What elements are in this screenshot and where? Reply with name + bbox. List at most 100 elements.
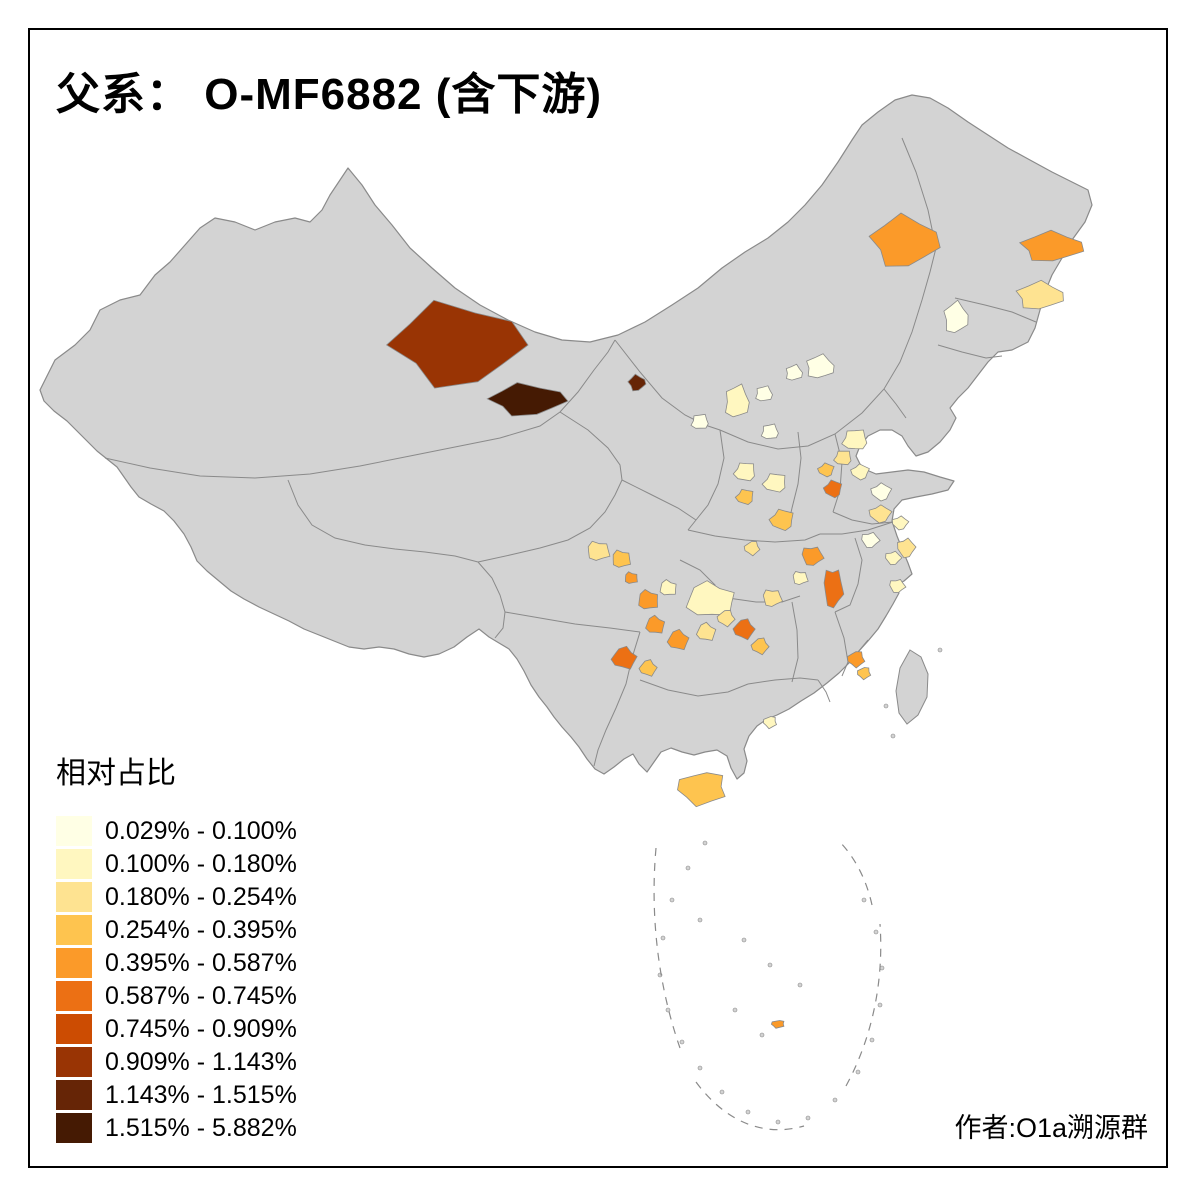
islands bbox=[895, 649, 929, 725]
map-region-12 bbox=[760, 423, 779, 439]
map-region-49 bbox=[846, 651, 866, 669]
map-region-15 bbox=[833, 450, 852, 466]
dash-segment bbox=[653, 847, 681, 1049]
map-region-43 bbox=[610, 645, 638, 670]
map-region-36 bbox=[624, 571, 638, 584]
legend-swatch bbox=[56, 948, 92, 978]
map-region-33 bbox=[792, 571, 809, 586]
map-region-38 bbox=[659, 579, 677, 596]
map-region-32 bbox=[762, 589, 784, 607]
map-region-23 bbox=[870, 482, 893, 502]
legend-swatch bbox=[56, 1014, 92, 1044]
map-region-46 bbox=[750, 637, 770, 656]
legend-row-4: 0.254% - 0.395% bbox=[56, 915, 297, 945]
legend-label: 0.100% - 0.180% bbox=[105, 849, 297, 878]
legend-rows: 0.029% - 0.100% 0.100% - 0.180% 0.180% - 0… bbox=[56, 816, 297, 1143]
map-region-16 bbox=[732, 462, 755, 482]
map-region-34 bbox=[587, 540, 611, 561]
sea-islet bbox=[805, 1115, 811, 1121]
legend-swatch bbox=[56, 882, 92, 912]
china-mainland bbox=[39, 94, 1093, 780]
map-region-53 bbox=[770, 1020, 785, 1029]
province-boundary-line bbox=[820, 521, 894, 535]
sea-islet bbox=[877, 1002, 883, 1008]
map-region-1 bbox=[385, 299, 529, 389]
map-region-20 bbox=[822, 479, 843, 499]
sea-islet bbox=[732, 1007, 738, 1013]
sea-islands bbox=[657, 647, 943, 1125]
taiwan-island bbox=[895, 649, 929, 725]
legend-row-9: 1.143% - 1.515% bbox=[56, 1080, 297, 1110]
sea-islet bbox=[855, 1069, 861, 1075]
legend-swatch bbox=[56, 1080, 92, 1110]
map-region-37 bbox=[638, 588, 658, 610]
province-boundary-line bbox=[832, 433, 843, 513]
province-boundary-line bbox=[477, 561, 506, 639]
province-boundary-line bbox=[747, 677, 819, 685]
map-title: 父系： O-MF6882 (含下游) bbox=[56, 70, 603, 119]
sea-islet bbox=[697, 917, 703, 923]
sea-islet bbox=[741, 937, 747, 943]
legend-label: 1.143% - 1.515% bbox=[105, 1080, 297, 1109]
map-region-28 bbox=[861, 531, 881, 548]
legend: 相对占比 0.029% - 0.100% 0.100% - 0.180% 0.180… bbox=[56, 748, 297, 1146]
map-region-50 bbox=[857, 667, 872, 681]
legend-row-5: 0.395% - 0.587% bbox=[56, 948, 297, 978]
legend-row-1: 0.029% - 0.100% bbox=[56, 816, 297, 846]
map-region-35 bbox=[612, 549, 631, 568]
sea-islet bbox=[797, 982, 803, 988]
map-region-7 bbox=[943, 299, 969, 334]
legend-row-7: 0.745% - 0.909% bbox=[56, 1014, 297, 1044]
map-region-25 bbox=[891, 515, 910, 531]
map-region-17 bbox=[761, 473, 786, 493]
map-region-51 bbox=[763, 716, 778, 730]
sea-islet bbox=[937, 647, 943, 653]
dash-segment bbox=[695, 1081, 805, 1131]
province-boundary-line bbox=[504, 611, 641, 633]
province-boundary-line bbox=[832, 511, 894, 525]
province-boundary-line bbox=[559, 411, 623, 481]
legend-row-2: 0.100% - 0.180% bbox=[56, 849, 297, 879]
map-region-10 bbox=[725, 383, 750, 418]
province-boundary-line bbox=[834, 537, 863, 613]
map-region-9 bbox=[785, 363, 803, 381]
sea-islet bbox=[702, 840, 708, 846]
sea-islet bbox=[861, 897, 867, 903]
map-region-29 bbox=[889, 579, 907, 593]
legend-row-10: 1.515% - 5.882% bbox=[56, 1113, 297, 1143]
province-boundary-line bbox=[834, 611, 849, 677]
province-boundary-line bbox=[817, 679, 831, 703]
legend-label: 0.745% - 0.909% bbox=[105, 1014, 297, 1043]
province-boundary-line bbox=[791, 601, 799, 683]
map-region-3 bbox=[627, 373, 647, 392]
sea-islet bbox=[767, 962, 773, 968]
province-boundary-line bbox=[621, 479, 697, 521]
sea-islet bbox=[832, 1097, 838, 1103]
legend-swatch bbox=[56, 816, 92, 846]
map-region-41 bbox=[695, 621, 717, 641]
legend-swatch bbox=[56, 1113, 92, 1143]
map-region-19 bbox=[768, 508, 794, 532]
colored-regions bbox=[385, 212, 1085, 1029]
legend-row-3: 0.180% - 0.254% bbox=[56, 882, 297, 912]
map-region-52 bbox=[677, 772, 726, 808]
map-region-21 bbox=[816, 462, 835, 478]
map-region-2 bbox=[486, 382, 569, 417]
dash-segment bbox=[837, 839, 873, 906]
province-boundary-line bbox=[883, 388, 907, 419]
map-region-11 bbox=[755, 385, 773, 402]
map-region-18 bbox=[734, 488, 754, 505]
province-boundary-line bbox=[104, 339, 616, 479]
legend-label: 0.254% - 0.395% bbox=[105, 915, 297, 944]
legend-label: 0.180% - 0.254% bbox=[105, 882, 297, 911]
map-region-42 bbox=[666, 628, 690, 651]
map-region-8 bbox=[806, 353, 835, 379]
province-boundary-line bbox=[937, 344, 1003, 359]
sea-islet bbox=[665, 1007, 671, 1013]
province-boundary-line bbox=[954, 297, 1037, 323]
sea-islet bbox=[719, 1089, 725, 1095]
legend-label: 0.395% - 0.587% bbox=[105, 948, 297, 977]
sea-islet bbox=[883, 703, 889, 709]
map-region-44 bbox=[638, 659, 658, 677]
